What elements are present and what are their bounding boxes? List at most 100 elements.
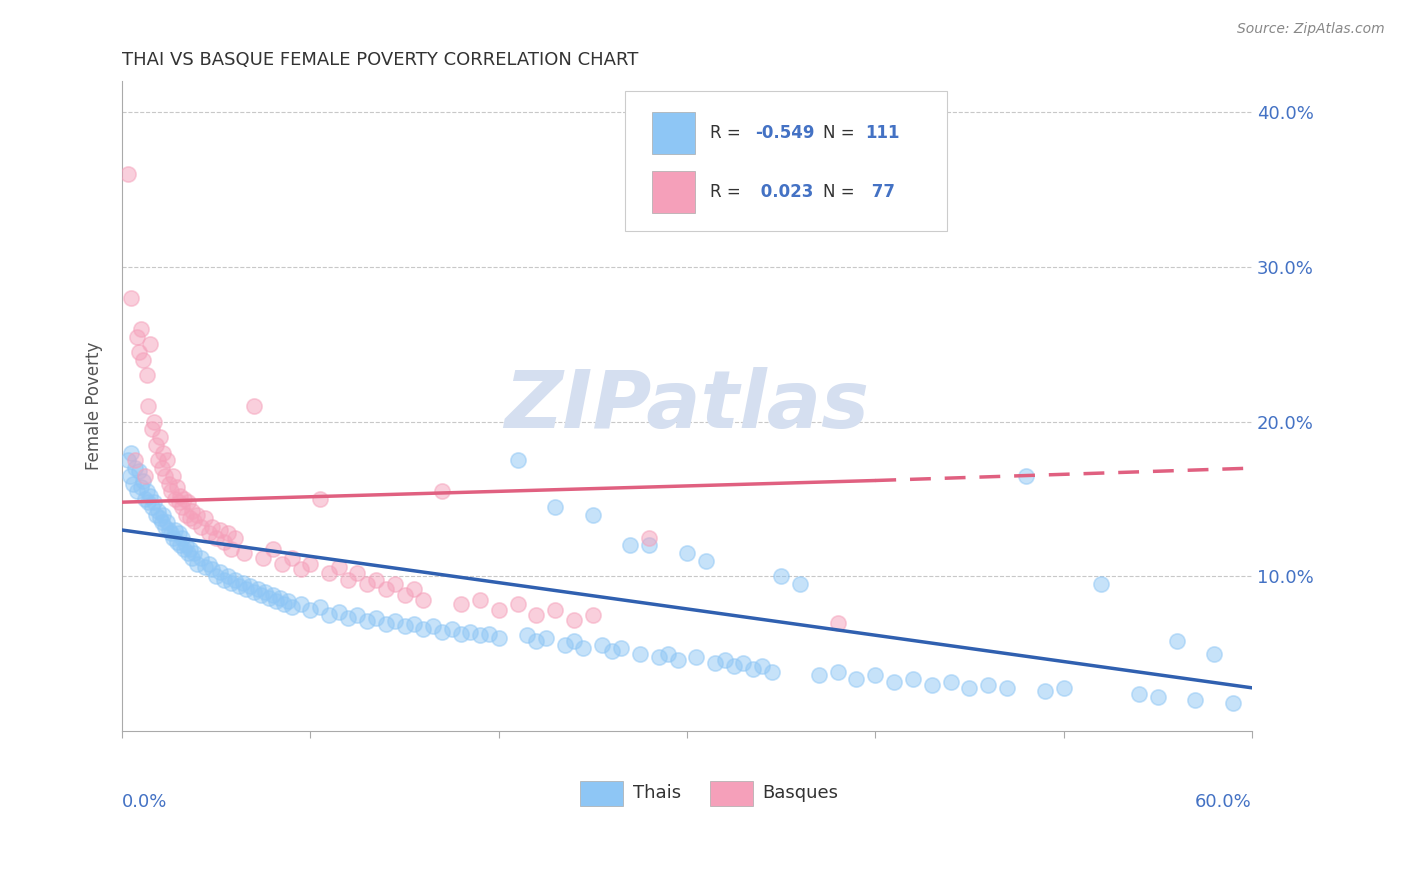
Point: [346, 566, 368, 581]
Point: [138, 399, 160, 413]
Point: [157, 523, 180, 537]
Point: [402, 582, 425, 596]
Point: [328, 605, 350, 619]
Point: [219, 541, 242, 556]
Point: [562, 613, 585, 627]
Point: [430, 484, 453, 499]
Point: [162, 531, 184, 545]
Point: [440, 622, 463, 636]
Point: [318, 608, 340, 623]
Point: [156, 453, 179, 467]
Point: [628, 647, 651, 661]
Point: [138, 495, 160, 509]
Point: [172, 500, 194, 514]
FancyBboxPatch shape: [652, 170, 695, 213]
Point: [183, 514, 205, 528]
Point: [228, 579, 250, 593]
Point: [845, 672, 868, 686]
Point: [751, 659, 773, 673]
Point: [149, 430, 172, 444]
FancyBboxPatch shape: [579, 781, 623, 805]
Point: [554, 638, 576, 652]
Point: [180, 550, 202, 565]
Point: [506, 597, 529, 611]
Point: [544, 603, 567, 617]
Point: [212, 573, 235, 587]
Point: [235, 582, 257, 596]
Point: [239, 579, 262, 593]
Point: [121, 445, 143, 459]
Point: [219, 575, 242, 590]
Point: [183, 546, 205, 560]
Point: [129, 480, 152, 494]
Text: Basques: Basques: [762, 784, 839, 802]
Point: [619, 539, 641, 553]
Point: [141, 422, 163, 436]
Point: [704, 656, 727, 670]
Point: [412, 622, 434, 636]
Point: [174, 508, 197, 522]
Text: R =: R =: [710, 183, 745, 201]
Text: 60.0%: 60.0%: [1195, 793, 1251, 811]
FancyBboxPatch shape: [710, 781, 752, 805]
Text: N =: N =: [823, 183, 859, 201]
Point: [224, 531, 246, 545]
Point: [995, 681, 1018, 695]
Point: [450, 597, 472, 611]
Point: [217, 526, 239, 541]
Point: [145, 438, 167, 452]
Point: [384, 615, 406, 629]
Point: [761, 665, 783, 680]
Point: [450, 626, 472, 640]
Point: [337, 573, 360, 587]
Point: [356, 615, 378, 629]
Point: [122, 476, 145, 491]
Point: [468, 592, 491, 607]
Point: [127, 329, 149, 343]
Point: [266, 594, 288, 608]
Point: [252, 550, 274, 565]
Point: [939, 674, 962, 689]
Point: [1166, 634, 1188, 648]
Point: [328, 560, 350, 574]
Point: [150, 461, 173, 475]
Point: [169, 539, 191, 553]
Point: [169, 489, 191, 503]
Point: [243, 399, 266, 413]
Point: [197, 526, 219, 541]
Point: [143, 495, 166, 509]
Point: [186, 508, 208, 522]
Point: [246, 582, 269, 596]
Point: [145, 508, 167, 522]
Point: [290, 597, 312, 611]
Point: [254, 585, 277, 599]
Point: [167, 526, 190, 541]
Point: [262, 541, 284, 556]
Point: [250, 588, 273, 602]
Point: [194, 510, 217, 524]
Point: [179, 541, 201, 556]
Point: [224, 573, 246, 587]
Text: Source: ZipAtlas.com: Source: ZipAtlas.com: [1237, 22, 1385, 37]
Point: [290, 562, 312, 576]
Point: [468, 628, 491, 642]
Point: [959, 681, 981, 695]
Point: [572, 640, 595, 655]
Point: [156, 516, 179, 530]
Point: [337, 611, 360, 625]
Point: [186, 557, 208, 571]
Point: [157, 476, 180, 491]
Point: [600, 643, 623, 657]
Point: [127, 484, 149, 499]
Point: [488, 603, 510, 617]
Point: [172, 531, 194, 545]
Point: [366, 611, 388, 625]
Point: [299, 603, 322, 617]
Point: [977, 678, 1000, 692]
Point: [374, 617, 396, 632]
Point: [610, 640, 633, 655]
Point: [177, 546, 200, 560]
Point: [534, 632, 557, 646]
Point: [139, 489, 162, 503]
Point: [1184, 693, 1206, 707]
